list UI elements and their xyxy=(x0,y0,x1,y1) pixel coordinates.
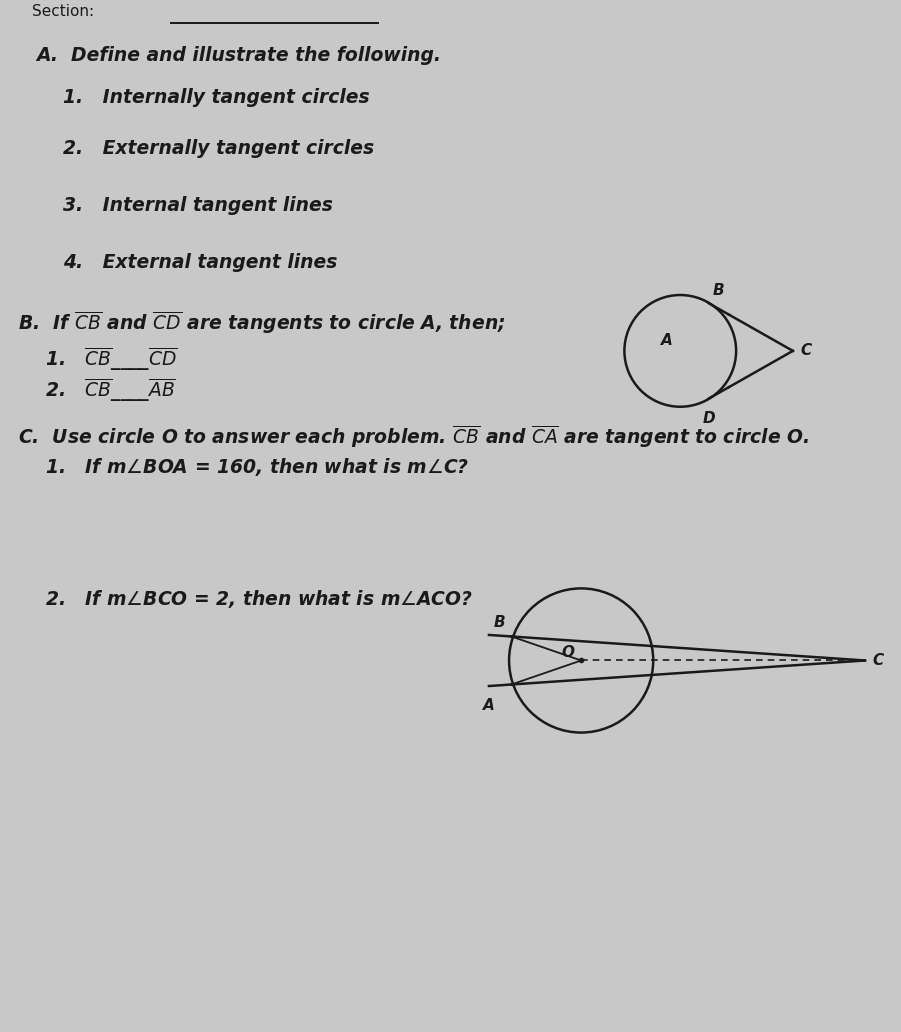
Text: C.  Use circle O to answer each problem. $\overline{CB}$ and $\overline{CA}$ are: C. Use circle O to answer each problem. … xyxy=(18,423,809,450)
Text: 3.   Internal tangent lines: 3. Internal tangent lines xyxy=(63,196,333,215)
Text: C: C xyxy=(872,653,883,668)
Text: 4.   External tangent lines: 4. External tangent lines xyxy=(63,253,338,271)
Text: O: O xyxy=(561,645,574,659)
Text: 2.   Externally tangent circles: 2. Externally tangent circles xyxy=(63,139,374,158)
Text: Section:: Section: xyxy=(32,3,94,19)
Text: 1.   $\overline{CB}$____$\overline{CD}$: 1. $\overline{CB}$____$\overline{CD}$ xyxy=(45,346,177,374)
Text: B: B xyxy=(713,283,724,298)
Text: A: A xyxy=(660,333,673,348)
Text: B.  If $\overline{CB}$ and $\overline{CD}$ are tangents to circle A, then;: B. If $\overline{CB}$ and $\overline{CD}… xyxy=(18,310,505,336)
Text: A: A xyxy=(483,699,495,713)
Text: C: C xyxy=(800,344,811,358)
Text: 2.   If m$\angle$BCO = 2, then what is m$\angle$ACO?: 2. If m$\angle$BCO = 2, then what is m$\… xyxy=(45,588,473,610)
Text: D: D xyxy=(702,411,714,426)
Text: A.  Define and illustrate the following.: A. Define and illustrate the following. xyxy=(36,46,441,65)
Text: 1.   If m$\angle$BOA = 160, then what is m$\angle$C?: 1. If m$\angle$BOA = 160, then what is m… xyxy=(45,456,469,478)
Text: 1.   Internally tangent circles: 1. Internally tangent circles xyxy=(63,88,369,106)
Text: 2.   $\overline{CB}$____$\overline{AB}$: 2. $\overline{CB}$____$\overline{AB}$ xyxy=(45,377,176,405)
Text: B: B xyxy=(494,615,505,630)
